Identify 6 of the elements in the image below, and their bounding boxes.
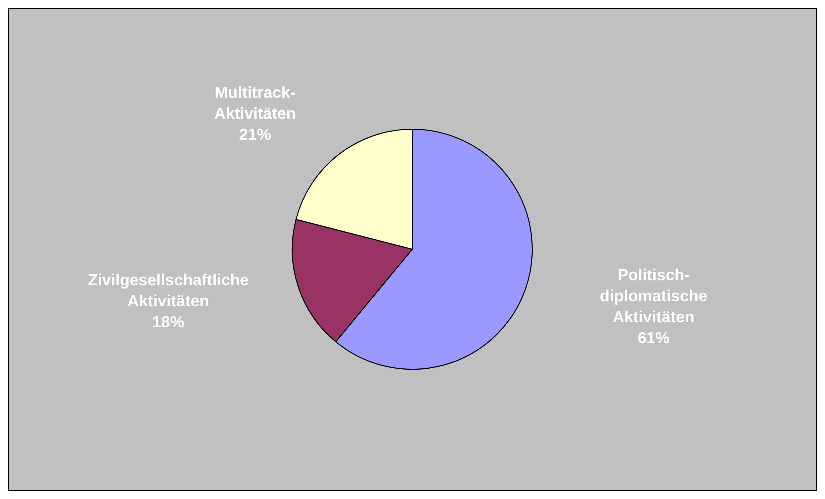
data-label: 61%	[638, 330, 670, 348]
data-label: 21%	[239, 126, 272, 144]
slice-label: Zivilgesellschaftliche Aktivitäten	[88, 272, 250, 311]
data-label: 18%	[152, 314, 185, 332]
slice-label: Multitrack-Aktivitäten	[214, 84, 296, 123]
slice-label: Politisch-diplomatische Aktivitäten	[600, 267, 708, 326]
